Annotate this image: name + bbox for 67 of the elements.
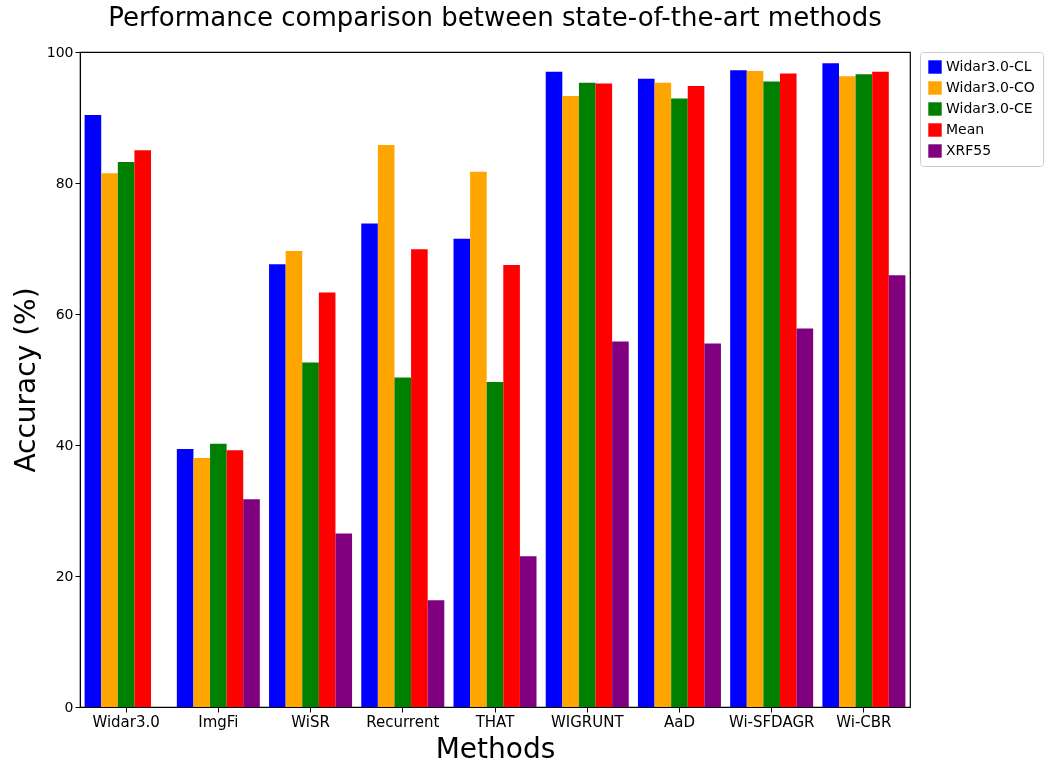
bar — [595, 83, 613, 707]
x-tick-label: ImgFi — [198, 712, 239, 731]
x-axis-title: Methods — [435, 731, 556, 764]
bar — [888, 275, 906, 707]
y-axis-title: Accuracy (%) — [8, 287, 42, 473]
bar — [838, 76, 856, 707]
bar — [285, 251, 303, 707]
bar — [562, 95, 579, 707]
legend-label: Widar3.0-CE — [946, 100, 1033, 116]
y-tick-label: 40 — [55, 436, 74, 453]
bar — [117, 162, 135, 707]
bar — [427, 600, 445, 707]
bar — [763, 81, 780, 707]
bar — [519, 556, 537, 707]
x-tick-label: Wi-SFDAGR — [728, 712, 815, 731]
bar — [176, 448, 194, 707]
bar — [872, 71, 889, 707]
bar — [101, 173, 118, 707]
bar — [503, 264, 520, 707]
bar — [377, 145, 395, 707]
y-tick-label: 60 — [55, 305, 74, 322]
chart-title: Performance comparison between state-of-the-art methods — [108, 2, 882, 32]
bar — [210, 443, 227, 707]
y-tick-label: 100 — [46, 43, 74, 60]
bar — [193, 458, 211, 707]
x-tick-label: WiSR — [291, 712, 330, 731]
bar — [730, 70, 747, 707]
y-tick-label: 0 — [64, 698, 74, 715]
y-tick-label: 80 — [55, 174, 74, 191]
x-tick-label: Wi-CBR — [836, 712, 892, 731]
bar — [687, 86, 705, 707]
bar — [822, 63, 839, 707]
x-tick-label: AaD — [663, 712, 695, 731]
x-tick-label: Widar3.0 — [92, 712, 160, 731]
bar — [335, 533, 353, 707]
bar — [226, 450, 244, 707]
x-tick-label: THAT — [474, 712, 516, 731]
bar — [779, 73, 797, 707]
bar — [578, 82, 596, 707]
bar — [612, 341, 629, 707]
bar — [796, 328, 814, 707]
legend-label: Mean — [946, 121, 985, 137]
bar — [746, 71, 764, 707]
bar — [243, 499, 260, 707]
bar — [654, 82, 672, 707]
bar — [486, 382, 504, 707]
legend-label: Widar3.0-CO — [946, 79, 1035, 95]
bar — [453, 238, 471, 707]
bar — [470, 171, 487, 707]
x-tick-label: Recurrent — [366, 712, 440, 731]
bar — [855, 74, 873, 707]
y-tick-label: 20 — [55, 567, 74, 584]
legend-label: Widar3.0-CL — [946, 58, 1032, 74]
bar — [302, 362, 319, 707]
bar — [361, 223, 378, 707]
bar — [637, 78, 655, 707]
bar — [394, 377, 412, 707]
x-tick-label: WIGRUNT — [550, 712, 625, 731]
bar — [411, 249, 428, 707]
bar — [318, 292, 336, 707]
bar — [704, 343, 721, 707]
bar — [134, 150, 152, 707]
legend-label: XRF55 — [946, 142, 992, 158]
bar — [269, 264, 286, 707]
bar — [84, 114, 102, 707]
bar — [671, 98, 688, 707]
bar — [545, 71, 563, 707]
